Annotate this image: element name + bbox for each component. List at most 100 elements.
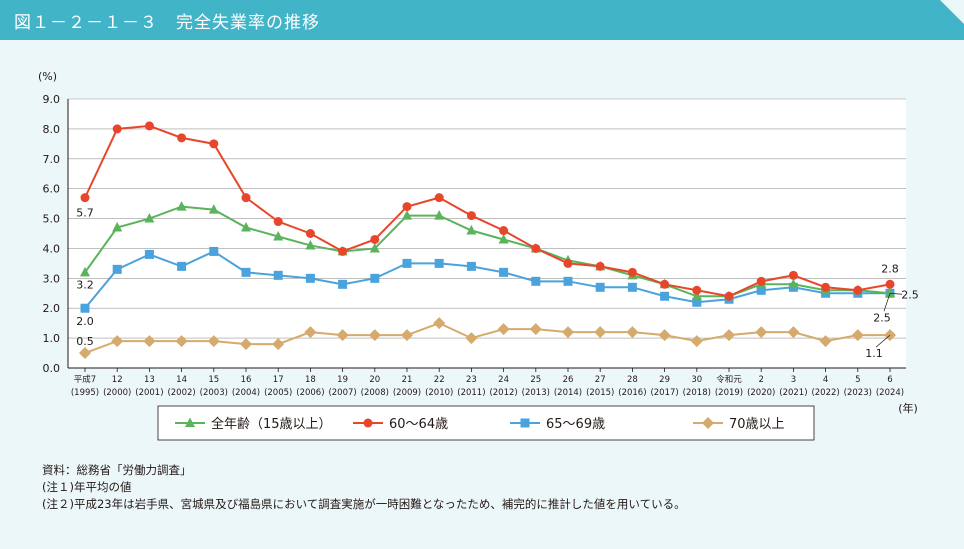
x-tick-sublabel: (1995) [71, 388, 99, 398]
data-point [177, 261, 187, 271]
x-tick-sublabel: (2020) [747, 388, 775, 398]
x-tick-label: 18 [305, 375, 316, 385]
series-line [84, 205, 891, 298]
data-point [111, 335, 124, 348]
data-point [531, 243, 541, 253]
x-tick-sublabel: (2024) [876, 388, 904, 398]
value-label: 1.1 [865, 347, 883, 360]
data-point [851, 329, 864, 342]
x-tick-sublabel: (2005) [264, 388, 292, 398]
data-point [305, 229, 315, 238]
note-1: (注１)年平均の値 [42, 480, 132, 494]
x-tick-label: 28 [627, 375, 638, 385]
data-point [692, 297, 702, 307]
series-line [84, 250, 890, 309]
data-point [626, 326, 639, 339]
value-label: 2.5 [873, 311, 891, 324]
data-point [209, 139, 219, 149]
data-point [336, 329, 349, 342]
value-label: 3.2 [76, 278, 94, 291]
x-tick-sublabel: (2010) [425, 388, 453, 398]
data-point [885, 279, 895, 289]
data-point [434, 193, 444, 203]
x-tick-label: 5 [855, 375, 860, 385]
y-tick-label: 4.0 [43, 242, 61, 255]
data-point [80, 193, 90, 203]
data-point [466, 225, 477, 235]
data-point [144, 213, 155, 223]
data-point [499, 267, 509, 277]
x-tick-label: 令和元 [716, 374, 742, 385]
value-label: 5.7 [76, 207, 94, 220]
data-point [433, 317, 446, 330]
data-point [756, 285, 766, 295]
x-tick-label: 22 [434, 375, 445, 385]
data-point [434, 210, 445, 220]
x-tick-label: 25 [530, 375, 541, 385]
data-point [241, 267, 251, 277]
data-point [305, 239, 316, 250]
x-tick-label: 12 [112, 375, 123, 385]
y-tick-label: 0.0 [43, 362, 61, 375]
data-point [788, 278, 799, 289]
annotation-leader [889, 292, 903, 295]
data-point [370, 234, 380, 244]
data-point [401, 329, 413, 342]
value-label: 0.5 [76, 335, 94, 348]
y-tick-label: 9.0 [43, 93, 61, 106]
x-tick-label: 24 [498, 375, 509, 385]
x-tick-label: 2 [758, 375, 763, 385]
data-point [273, 217, 283, 227]
data-point [241, 193, 251, 203]
x-tick-label: 30 [691, 375, 702, 385]
data-point [594, 326, 607, 339]
y-axis-unit: (%) [38, 70, 57, 83]
plot-area [68, 99, 906, 368]
x-tick-label: 19 [337, 375, 348, 385]
data-point [692, 285, 702, 295]
data-point [627, 282, 637, 292]
x-tick-sublabel: (2016) [618, 388, 646, 398]
data-point [723, 329, 735, 342]
value-label: 2.5 [901, 288, 919, 301]
data-point [756, 276, 766, 286]
data-point [466, 261, 476, 271]
data-point [185, 417, 195, 427]
y-tick-label: 2.0 [43, 302, 61, 315]
x-tick-label: 23 [466, 375, 477, 385]
data-point [208, 204, 219, 214]
y-tick-label: 5.0 [43, 213, 61, 226]
data-point [80, 303, 90, 313]
data-point [434, 258, 444, 268]
data-point [241, 222, 251, 232]
data-point [853, 285, 863, 295]
x-tick-sublabel: (2014) [554, 388, 582, 398]
x-tick-label: 27 [595, 375, 606, 385]
data-point [724, 291, 734, 301]
note-2: (注２)平成23年は岩手県、宮城県及び福島県において調査実施が一時困難となったた… [42, 497, 686, 511]
x-tick-label: 13 [144, 375, 155, 385]
y-tick-label: 8.0 [43, 123, 61, 136]
data-point [112, 264, 122, 274]
x-tick-label: 21 [402, 375, 413, 385]
legend-label: 70歳以上 [729, 417, 785, 432]
data-point [595, 261, 605, 271]
data-point [498, 233, 509, 244]
data-point [112, 124, 122, 134]
data-point [402, 210, 412, 220]
data-point [144, 249, 154, 259]
data-point [531, 276, 541, 286]
data-point [177, 133, 187, 143]
x-tick-label: 29 [659, 375, 670, 385]
x-tick-sublabel: (2015) [586, 388, 614, 398]
data-point [660, 291, 670, 301]
data-point [370, 273, 380, 283]
y-tick-label: 6.0 [43, 183, 61, 196]
value-label: 2.0 [76, 315, 94, 328]
data-point [209, 246, 219, 256]
figure-title: 図１－２－１－３ 完全失業率の推移 [14, 8, 320, 33]
data-point [702, 417, 714, 429]
x-tick-sublabel: (2019) [715, 388, 743, 398]
legend-label: 60～64歳 [389, 417, 448, 432]
